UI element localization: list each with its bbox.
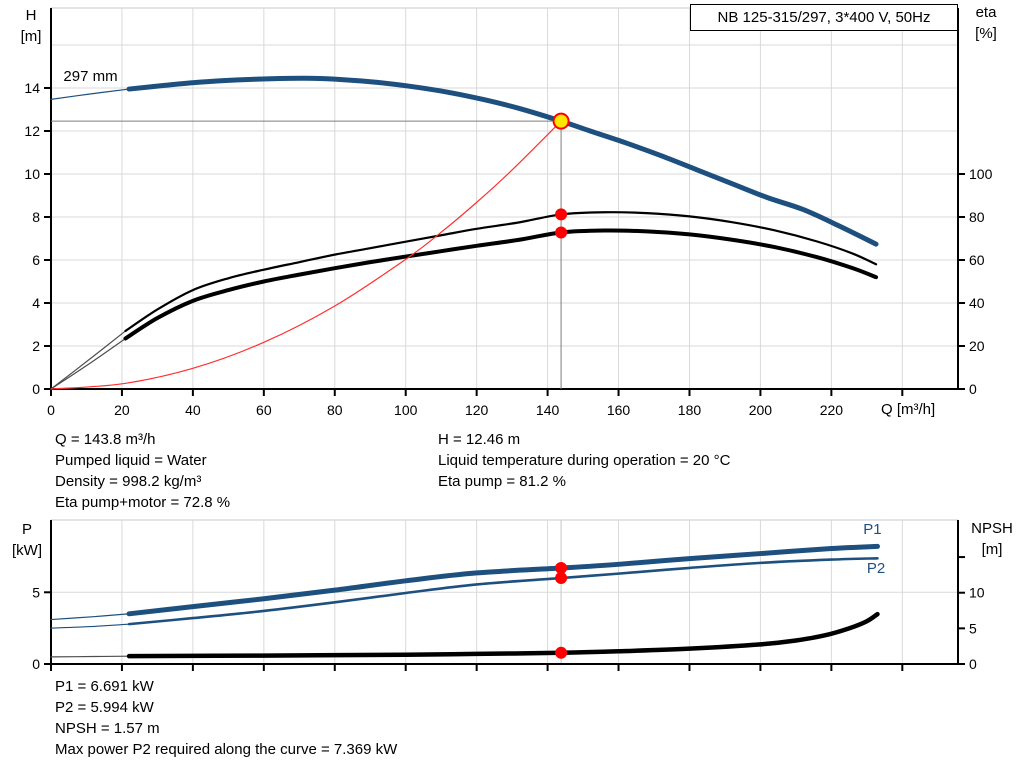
p1-curve — [126, 543, 880, 617]
head-left-axis-title: H [m] — [11, 5, 51, 47]
eta-pump-curve — [124, 211, 878, 333]
svg-text:40: 40 — [185, 402, 201, 418]
svg-text:80: 80 — [327, 402, 343, 418]
svg-text:10: 10 — [969, 585, 985, 601]
svg-text:100: 100 — [969, 166, 993, 182]
svg-text:0: 0 — [32, 381, 40, 397]
svg-text:60: 60 — [969, 252, 985, 268]
axis-title-h: H — [25, 7, 37, 24]
power-gridlines — [51, 519, 958, 664]
curve-label-297-mm: 297 mm — [63, 68, 117, 85]
svg-text:0: 0 — [47, 402, 55, 418]
head-curves — [50, 75, 879, 390]
axis-title-npsh-unit: [m] — [981, 541, 1003, 558]
p1-curve-lead — [50, 613, 130, 621]
info-p1: P1 = 6.691 kW — [55, 678, 154, 695]
power-curves — [50, 543, 880, 659]
head-gridlines — [51, 7, 958, 389]
curve-label-p1: P1 — [863, 521, 881, 538]
pump-title-box: NB 125-315/297, 3*400 V, 50Hz — [690, 4, 958, 31]
svg-text:160: 160 — [607, 402, 631, 418]
system-curve — [50, 120, 562, 390]
duty-dot — [555, 562, 568, 575]
info-liquid-temperature: Liquid temperature during operation = 20… — [438, 452, 731, 469]
svg-text:20: 20 — [114, 402, 130, 418]
axis-title-eta-unit: [%] — [975, 25, 997, 42]
p2-curve-lead — [50, 623, 130, 629]
duty-info-right-column: H = 12.46 m Liquid temperature during op… — [438, 429, 730, 492]
duty-dot — [555, 226, 568, 239]
curve-label-p2: P2 — [867, 560, 885, 577]
axis-title-p: P — [21, 521, 32, 538]
svg-text:2: 2 — [32, 338, 40, 354]
info-eta-pump-motor: Eta pump+motor = 72.8 % — [55, 494, 231, 511]
axis-title-npsh: NPSH — [971, 520, 1013, 537]
p2-curve — [127, 556, 879, 626]
svg-text:10: 10 — [24, 166, 40, 182]
duty-dot — [555, 646, 568, 659]
svg-text:0: 0 — [969, 381, 977, 397]
info-npsh: NPSH = 1.57 m — [55, 720, 160, 737]
info-max-power: Max power P2 required along the curve = … — [55, 741, 398, 758]
svg-text:120: 120 — [465, 402, 489, 418]
svg-text:180: 180 — [678, 402, 702, 418]
head-tick-labels: 0 20 40 60 80 100 120 140 160 180 200 2200246810121… — [24, 80, 992, 418]
info-density: Density = 998.2 kg/m³ — [55, 473, 202, 490]
svg-text:8: 8 — [32, 209, 40, 225]
svg-text:0: 0 — [969, 656, 977, 672]
npsh-curve-lead — [50, 655, 130, 658]
eta-pump-curve-lead — [50, 330, 127, 390]
duty-info-left-column: Q = 143.8 m³/h Pumped liquid = Water Den… — [55, 429, 230, 513]
info-eta-pump: Eta pump = 81.2 % — [438, 473, 566, 490]
info-flow: Q = 143.8 m³/h — [55, 431, 156, 448]
power-chart: 0 5 0 5 10 P1 P2 — [32, 519, 985, 672]
x-axis-unit-label: Q [m³/h] — [881, 401, 936, 418]
svg-text:5: 5 — [32, 584, 40, 600]
info-head: H = 12.46 m — [438, 431, 521, 448]
head-curve-297mm-lead — [50, 88, 130, 100]
axis-title-h-unit: [m] — [20, 28, 42, 45]
duty-dot — [555, 572, 568, 585]
svg-text:200: 200 — [749, 402, 773, 418]
svg-text:5: 5 — [969, 620, 977, 636]
power-duty-markers — [555, 562, 568, 659]
svg-text:4: 4 — [32, 295, 40, 311]
operating-point[interactable] — [552, 112, 570, 130]
svg-text:220: 220 — [820, 402, 844, 418]
svg-text:0: 0 — [32, 656, 40, 672]
eta-pump-motor-curve — [123, 228, 879, 341]
head-curve-297mm — [126, 75, 879, 247]
npsh-curve — [126, 611, 880, 659]
svg-text:40: 40 — [969, 295, 985, 311]
axis-title-eta: eta — [975, 4, 997, 21]
eta-pump-motor-curve-lead — [50, 337, 127, 390]
power-left-axis-title: P [kW] — [6, 519, 48, 561]
svg-text:14: 14 — [24, 80, 40, 96]
svg-text:12: 12 — [24, 123, 40, 139]
info-pumped-liquid: Pumped liquid = Water — [55, 452, 207, 469]
head-duty-markers — [51, 112, 570, 389]
info-p2: P2 = 5.994 kW — [55, 699, 154, 716]
svg-text:6: 6 — [32, 252, 40, 268]
power-info-block: P1 = 6.691 kW P2 = 5.994 kW NPSH = 1.57 … — [55, 676, 397, 760]
head-chart: 0 20 40 60 80 100 120 140 160 180 200 2200246810121… — [24, 7, 993, 418]
axis-title-p-unit: [kW] — [12, 542, 42, 559]
head-right-axis-title: eta [%] — [963, 2, 1009, 44]
duty-dot — [555, 208, 568, 221]
svg-text:100: 100 — [394, 402, 418, 418]
power-tick-labels: 0 5 0 5 10 — [32, 556, 985, 672]
svg-text:80: 80 — [969, 209, 985, 225]
power-right-axis-title: NPSH [m] — [960, 518, 1024, 560]
svg-text:60: 60 — [256, 402, 272, 418]
svg-text:20: 20 — [969, 338, 985, 354]
svg-text:140: 140 — [536, 402, 560, 418]
head-axes — [50, 8, 959, 390]
